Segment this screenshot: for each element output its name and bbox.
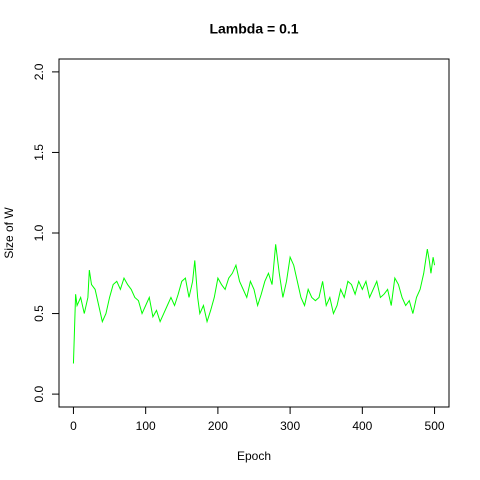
y-tick-label: 1.0 [32,224,46,241]
x-tick-label: 400 [352,419,372,433]
x-tick-label: 0 [70,419,77,433]
y-tick-label: 2.0 [32,63,46,80]
plot-frame [58,58,450,408]
x-tick-label: 300 [280,419,300,433]
x-tick-label: 500 [425,419,445,433]
chart-title: Lambda = 0.1 [209,21,298,37]
x-tick-label: 100 [136,419,156,433]
y-tick-label: 1.5 [32,144,46,161]
x-tick-label: 200 [208,419,228,433]
y-axis-label: Size of W [2,207,16,259]
x-axis-label: Epoch [237,449,271,463]
y-tick-label: 0.0 [32,385,46,402]
y-tick-label: 0.5 [32,305,46,322]
data-line [72,244,436,364]
